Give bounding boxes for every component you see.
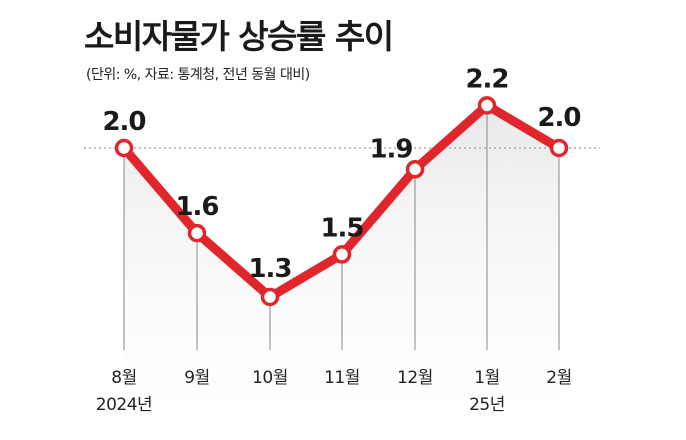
x-tick-label-5: 1월 — [474, 368, 499, 388]
x-tick-label-1: 9월 — [184, 368, 209, 388]
x-tick-label-2: 10월 — [252, 368, 288, 388]
data-label-0: 2.0 — [102, 107, 145, 137]
data-point-1 — [187, 223, 207, 243]
x-tick-label-3: 11월 — [324, 368, 360, 388]
data-label-4: 1.9 — [369, 134, 412, 164]
data-label-5: 2.2 — [465, 64, 508, 94]
data-label-3: 1.5 — [320, 213, 363, 243]
data-point-5 — [477, 96, 497, 115]
x-tick-label-4: 12월 — [397, 368, 433, 388]
data-label-6: 2.0 — [537, 103, 580, 133]
chart-title: 소비자물가 상승률 추이 — [84, 17, 394, 56]
chart-subtitle: (단위: %, 자료: 통계청, 전년 동월 대비) — [86, 67, 310, 83]
year-label-1: 25년 — [469, 395, 505, 415]
x-tick-label-0: 8월 — [111, 368, 136, 388]
data-point-0 — [114, 138, 134, 158]
x-tick-label-6: 2월 — [546, 368, 571, 388]
data-point-6 — [549, 138, 569, 158]
year-label-0: 2024년 — [96, 395, 152, 415]
data-label-2: 1.3 — [248, 254, 291, 284]
data-point-3 — [332, 245, 352, 264]
data-point-2 — [260, 287, 280, 307]
data-point-4 — [405, 160, 425, 179]
data-label-1: 1.6 — [175, 192, 218, 222]
